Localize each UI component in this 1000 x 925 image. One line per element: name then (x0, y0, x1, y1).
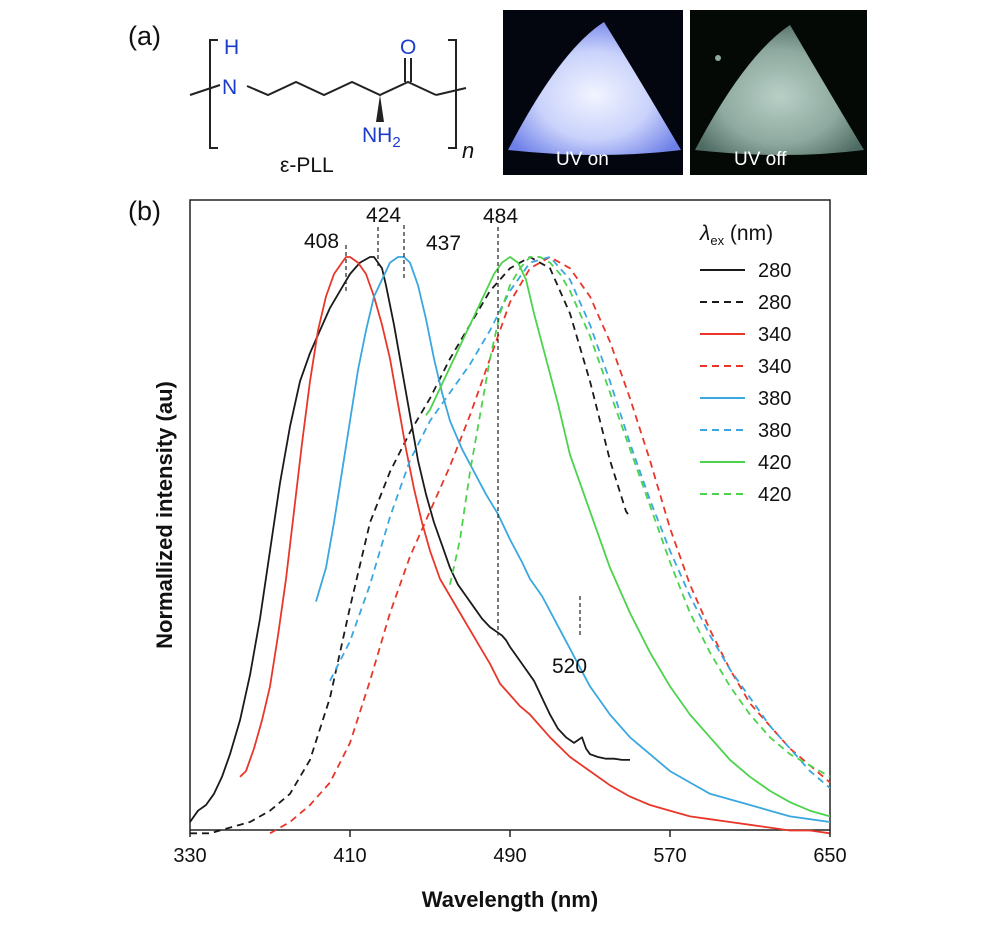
x-tick-label: 490 (493, 845, 526, 867)
peak-label-424: 424 (366, 204, 401, 227)
photo-uv-off-label: UV off (734, 149, 787, 170)
x-axis-ticks: 330 410 490 570 650 (173, 830, 847, 867)
carbonyl-o-label: O (400, 36, 416, 59)
amine-n-label: N (222, 76, 237, 99)
series-line-420-dashed (449, 256, 831, 778)
peak-annotations: 408 424 437 484 520 (304, 204, 587, 678)
amine-h-label: H (224, 36, 239, 59)
legend-entry-label: 420 (758, 452, 791, 474)
repeat-n-label: n (462, 138, 474, 163)
photo-uv-off: UV off (690, 10, 867, 175)
nh2-subscript: 2 (392, 134, 400, 151)
nh2-label: NH2 (362, 124, 401, 151)
molecule-name: ε-PLL (280, 154, 334, 177)
y-axis-title: Normallized intensity (au) (152, 381, 177, 649)
series-line-280-solid (189, 256, 630, 823)
series-lines (189, 256, 831, 835)
legend-entry-label: 420 (758, 484, 791, 506)
plot-area: 408 424 437 484 520 330 410 490 570 650 (173, 199, 847, 867)
series-line-280-dashed (190, 256, 631, 835)
peak-label-520: 520 (552, 655, 587, 678)
photo-uv-on-label: UV on (556, 149, 609, 170)
series-line-420-solid (425, 256, 831, 818)
legend-entry-label: 380 (758, 388, 791, 410)
peak-label-408: 408 (304, 230, 339, 253)
x-tick-label: 650 (813, 845, 846, 867)
legend-entry-label: 280 (758, 292, 791, 314)
legend: λex (nm) 280 280 340 340 380 380 420 420 (699, 222, 791, 506)
legend-title-symbol: λ (699, 222, 710, 245)
panel-b-label: (b) (128, 196, 161, 226)
legend-entry-label: 380 (758, 420, 791, 442)
peak-label-484: 484 (483, 205, 518, 228)
peak-label-437: 437 (426, 232, 461, 255)
series-line-340-solid (239, 256, 831, 835)
legend-title-unit: (nm) (724, 222, 773, 245)
x-tick-label: 410 (333, 845, 366, 867)
series-line-380-dashed (329, 256, 831, 789)
series-line-340-dashed (269, 256, 831, 835)
legend-entry-label: 340 (758, 356, 791, 378)
panel-a-label: (a) (128, 21, 161, 51)
legend-title-sub: ex (710, 233, 724, 248)
molecule-structure: H N O NH2 n ε-PLL (189, 36, 474, 177)
legend-entry-label: 340 (758, 324, 791, 346)
x-tick-label: 570 (653, 845, 686, 867)
nh2-main: NH (362, 124, 392, 147)
legend-entry-label: 280 (758, 260, 791, 282)
x-tick-label: 330 (173, 845, 206, 867)
photo-uv-on: UV on (503, 10, 683, 175)
x-axis-title: Wavelength (nm) (422, 887, 598, 912)
legend-title: λex (nm) (699, 222, 773, 248)
series-line-380-solid (315, 256, 831, 823)
plot-frame (189, 199, 831, 831)
